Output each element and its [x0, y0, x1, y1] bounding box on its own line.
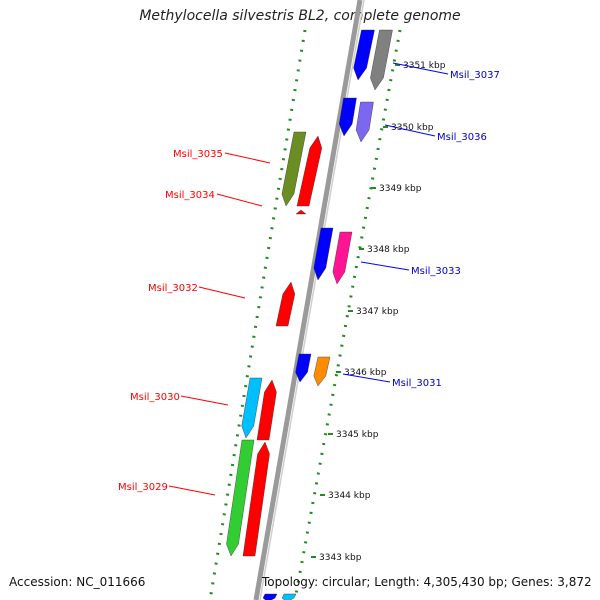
tick-label: 3351 kbp	[403, 61, 446, 71]
gene-arrow[interactable]	[242, 441, 270, 557]
guide-line-outer-left	[208, 29, 307, 600]
genome-backbone-shadow	[259, 0, 365, 600]
gene-arrow[interactable]	[313, 227, 334, 281]
tick-label: 3346 kbp	[344, 368, 387, 378]
tick-label: 3349 kbp	[379, 184, 422, 194]
accession-text: Accession: NC_011666	[9, 575, 146, 589]
tick-label: 3344 kbp	[328, 491, 371, 501]
gene-arrow[interactable]	[332, 231, 353, 285]
tick-label: 3350 kbp	[391, 123, 434, 133]
leader-line	[342, 373, 391, 383]
gene-label[interactable]: Msil_3029	[118, 482, 168, 493]
leader-line	[168, 485, 216, 496]
gene-arrow[interactable]	[262, 593, 278, 600]
gene-label[interactable]: Msil_3030	[130, 392, 180, 403]
gene-label[interactable]: Msil_3037	[450, 70, 500, 81]
gene-arrow[interactable]	[275, 281, 296, 327]
gene-arrow[interactable]	[338, 97, 357, 137]
gene-label[interactable]: Msil_3034	[165, 190, 215, 201]
gene-arrow[interactable]	[313, 356, 331, 387]
leader-line	[360, 261, 410, 271]
gene-arrow[interactable]	[295, 209, 307, 215]
gene-arrow[interactable]	[226, 439, 255, 557]
leader-line	[198, 286, 246, 299]
leader-line	[216, 193, 263, 207]
tick-label: 3348 kbp	[367, 245, 410, 255]
tick-label: 3343 kbp	[319, 553, 362, 563]
gene-arrow[interactable]	[241, 377, 263, 439]
genome-backbone	[253, 0, 363, 600]
gene-arrow[interactable]	[355, 101, 374, 143]
leader-line	[392, 62, 449, 75]
gene-arrow[interactable]	[295, 353, 312, 383]
leader-line	[224, 152, 271, 164]
map-title: Methylocella silvestris BL2, complete ge…	[139, 8, 461, 24]
leader-line	[384, 124, 436, 137]
gene-label[interactable]: Msil_3033	[411, 266, 461, 277]
gene-arrow[interactable]	[281, 593, 297, 600]
gene-arrow[interactable]	[353, 29, 375, 81]
gene-label[interactable]: Msil_3036	[437, 132, 487, 143]
gene-label[interactable]: Msil_3032	[148, 283, 198, 294]
topology-text: Topology: circular; Length: 4,305,430 bp…	[262, 575, 592, 589]
gene-arrow[interactable]	[296, 135, 323, 207]
gene-arrow[interactable]	[281, 131, 307, 207]
tick-label: 3347 kbp	[356, 307, 399, 317]
gene-arrow[interactable]	[370, 29, 393, 91]
leader-line	[180, 395, 229, 406]
gene-label[interactable]: Msil_3031	[392, 378, 442, 389]
tick-label: 3345 kbp	[336, 430, 379, 440]
gene-label[interactable]: Msil_3035	[173, 149, 223, 160]
gene-arrow[interactable]	[256, 379, 277, 441]
